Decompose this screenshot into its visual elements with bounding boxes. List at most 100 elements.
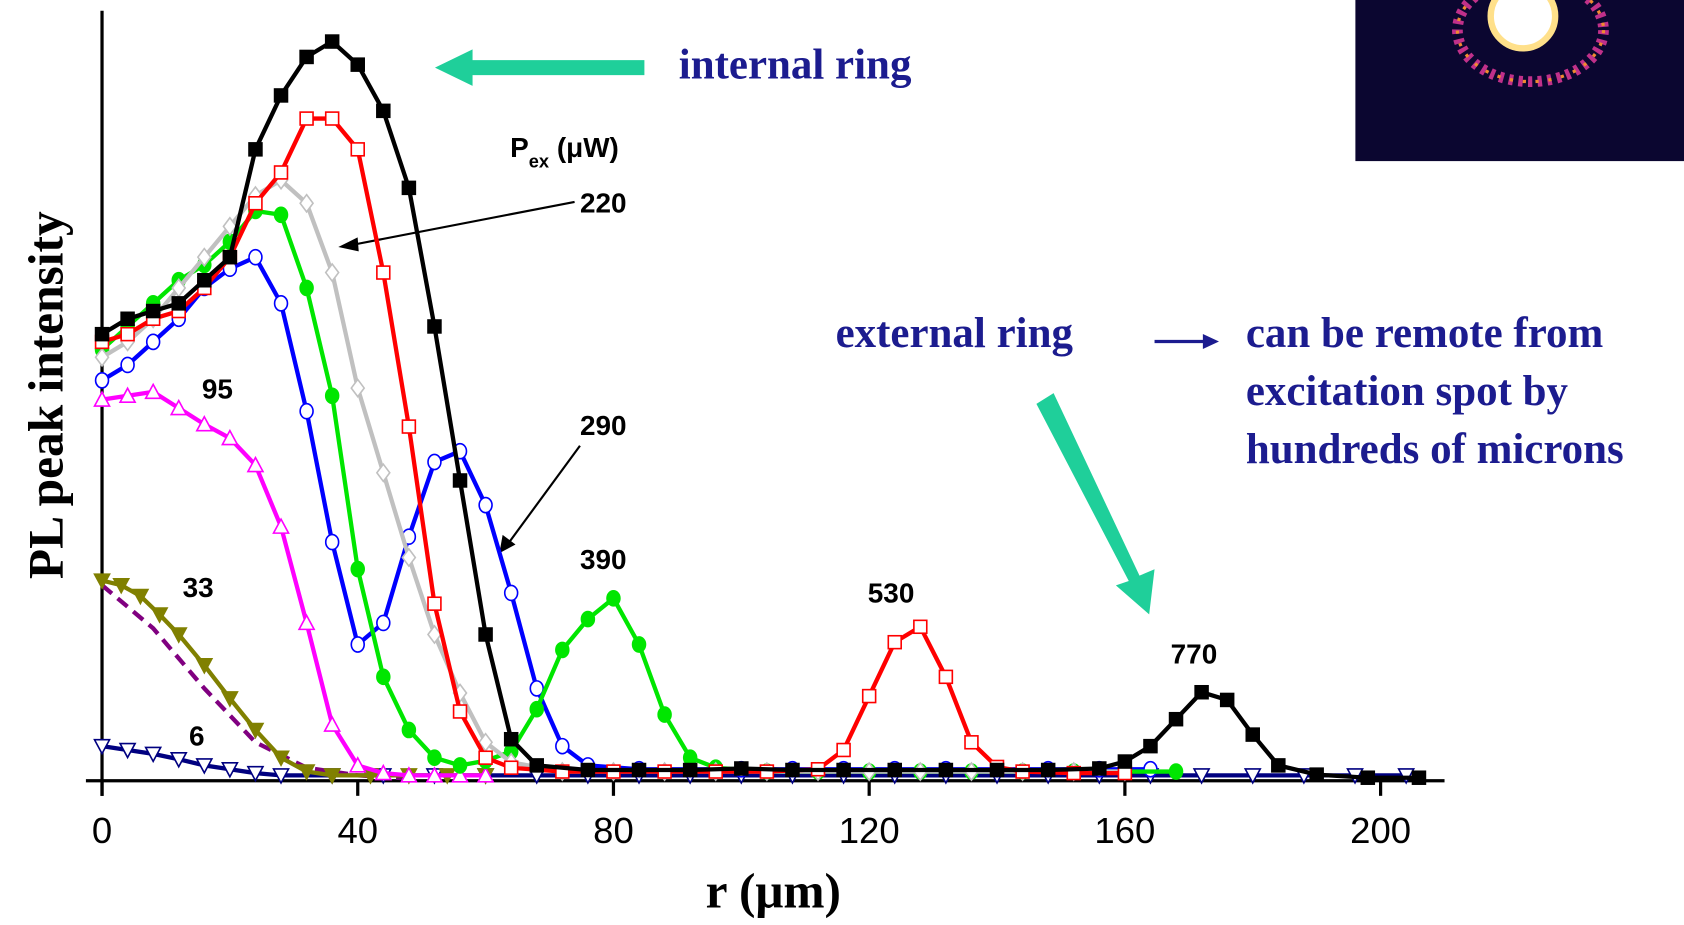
marker: [147, 334, 160, 349]
internal-label: internal ring: [679, 41, 912, 88]
marker: [1272, 759, 1285, 772]
marker: [786, 764, 799, 777]
external-label: external ring: [836, 310, 1074, 357]
marker: [121, 357, 134, 372]
marker: [479, 628, 492, 641]
marker: [300, 280, 313, 295]
marker: [837, 744, 850, 757]
marker: [198, 274, 211, 287]
marker: [402, 420, 415, 433]
marker: [530, 702, 543, 717]
marker: [658, 707, 671, 722]
y-axis-title: PL peak intensity: [18, 211, 73, 579]
marker: [1093, 762, 1106, 775]
marker: [1221, 693, 1234, 706]
marker: [351, 379, 364, 396]
marker: [633, 764, 646, 777]
inset-spot: [1491, 0, 1555, 48]
marker: [121, 328, 134, 341]
marker: [351, 143, 364, 156]
marker: [275, 166, 288, 179]
marker: [1144, 762, 1157, 777]
series-label: 6: [189, 720, 205, 751]
x-tick-label: 0: [92, 810, 112, 851]
marker: [325, 717, 340, 731]
marker: [249, 197, 262, 210]
marker: [735, 762, 748, 775]
series-line: [102, 211, 1176, 772]
marker: [377, 615, 390, 630]
marker: [377, 266, 390, 279]
marker: [454, 758, 467, 773]
marker: [351, 562, 364, 577]
external-arrow: [1036, 393, 1154, 614]
x-tick-label: 80: [593, 810, 634, 851]
marker: [1413, 771, 1426, 784]
marker: [505, 733, 518, 746]
marker: [1195, 686, 1208, 699]
series-label: 95: [202, 373, 233, 404]
pointer: [352, 202, 574, 245]
marker: [479, 498, 492, 513]
marker: [326, 264, 339, 281]
marker: [402, 722, 415, 737]
marker: [96, 373, 109, 388]
series-label: 530: [868, 578, 915, 609]
marker: [402, 181, 415, 194]
marker: [351, 637, 364, 652]
marker: [965, 736, 978, 749]
x-tick-label: 40: [337, 810, 378, 851]
x-axis-title: r (μm): [706, 864, 841, 919]
marker: [249, 250, 262, 265]
series-label: 770: [1171, 639, 1218, 670]
marker: [121, 312, 134, 325]
marker: [351, 58, 364, 71]
marker: [275, 296, 288, 311]
marker: [939, 670, 952, 683]
pointer: [509, 446, 580, 543]
marker: [300, 50, 313, 63]
marker: [454, 705, 467, 718]
marker: [377, 669, 390, 684]
series-line: [102, 180, 1125, 771]
marker: [888, 636, 901, 649]
marker: [530, 759, 543, 772]
marker: [581, 764, 594, 777]
series-line: [102, 392, 486, 775]
marker: [454, 474, 467, 487]
x-tick-label: 160: [1094, 810, 1155, 851]
marker: [1118, 755, 1131, 768]
marker: [1310, 768, 1323, 781]
marker: [299, 615, 314, 629]
marker: [428, 597, 441, 610]
marker: [914, 620, 927, 633]
x-tick-label: 120: [839, 810, 900, 851]
marker: [326, 388, 339, 403]
marker: [326, 35, 339, 48]
marker: [991, 764, 1004, 777]
marker: [275, 89, 288, 102]
marker: [479, 751, 492, 764]
marker: [1170, 713, 1183, 726]
chart: r (μm) PL peak intensity internal ring e…: [0, 0, 1684, 925]
series-label: 290: [580, 410, 627, 441]
marker: [556, 642, 569, 657]
legend-title: Pex (μW): [510, 132, 619, 172]
marker: [249, 143, 262, 156]
x-tick-label: 200: [1350, 810, 1411, 851]
marker: [888, 764, 901, 777]
marker: [607, 591, 620, 606]
pointer-head: [338, 237, 358, 251]
marker: [505, 585, 518, 600]
marker: [147, 305, 160, 318]
marker: [939, 764, 952, 777]
marker: [96, 328, 109, 341]
series-label: 220: [580, 188, 627, 219]
marker: [172, 297, 185, 310]
remote-line: excitation spot by: [1246, 368, 1569, 415]
marker: [1042, 764, 1055, 777]
marker: [428, 750, 441, 765]
series-label: 390: [580, 544, 627, 575]
legend-title-main: P: [510, 132, 529, 163]
internal-arrow: [435, 49, 644, 86]
